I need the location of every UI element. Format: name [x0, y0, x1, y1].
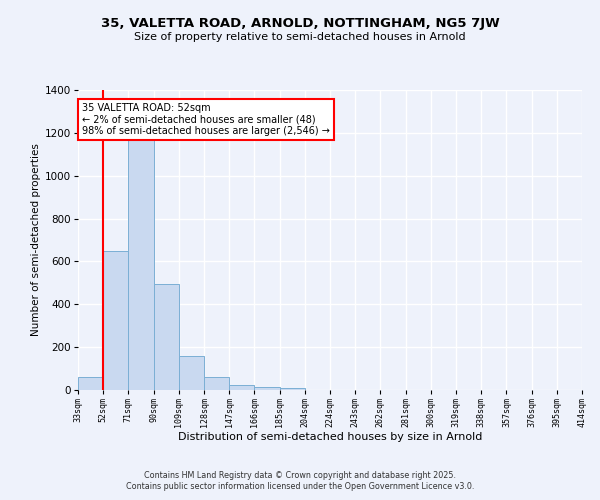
Bar	[78, 377, 103, 390]
Bar	[154, 284, 179, 390]
Text: 35, VALETTA ROAD, ARNOLD, NOTTINGHAM, NG5 7JW: 35, VALETTA ROAD, ARNOLD, NOTTINGHAM, NG…	[101, 18, 499, 30]
X-axis label: Distribution of semi-detached houses by size in Arnold: Distribution of semi-detached houses by …	[178, 432, 482, 442]
Bar	[103, 250, 128, 390]
Text: Size of property relative to semi-detached houses in Arnold: Size of property relative to semi-detach…	[134, 32, 466, 42]
Text: 35 VALETTA ROAD: 52sqm
← 2% of semi-detached houses are smaller (48)
98% of semi: 35 VALETTA ROAD: 52sqm ← 2% of semi-deta…	[82, 103, 329, 136]
Bar	[204, 377, 229, 390]
Bar	[280, 388, 305, 390]
Bar	[179, 356, 204, 390]
Y-axis label: Number of semi-detached properties: Number of semi-detached properties	[31, 144, 41, 336]
Text: Contains HM Land Registry data © Crown copyright and database right 2025.: Contains HM Land Registry data © Crown c…	[144, 471, 456, 480]
Text: Contains public sector information licensed under the Open Government Licence v3: Contains public sector information licen…	[126, 482, 474, 491]
Bar	[229, 384, 254, 390]
Bar	[254, 387, 280, 390]
Bar	[128, 140, 154, 390]
